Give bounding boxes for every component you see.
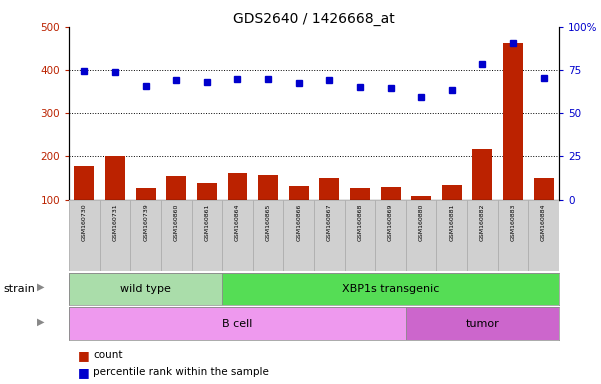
Text: GSM160884: GSM160884 — [541, 203, 546, 241]
Bar — [161, 200, 192, 271]
Bar — [197, 183, 217, 200]
Text: tumor: tumor — [466, 318, 499, 329]
Bar — [472, 149, 492, 200]
Text: GSM160882: GSM160882 — [480, 203, 485, 241]
Bar — [284, 200, 314, 271]
Text: GSM160864: GSM160864 — [235, 203, 240, 241]
Bar — [528, 200, 559, 271]
Text: GSM160865: GSM160865 — [266, 203, 270, 241]
Text: B cell: B cell — [222, 318, 252, 329]
Bar — [75, 166, 94, 200]
Bar — [467, 200, 498, 271]
Text: GSM160883: GSM160883 — [510, 203, 516, 241]
Bar — [442, 185, 462, 200]
Bar — [288, 186, 309, 200]
Text: strain: strain — [3, 284, 35, 294]
Bar — [100, 200, 130, 271]
Bar — [69, 200, 100, 271]
Bar — [253, 200, 284, 271]
Bar — [130, 200, 161, 271]
Text: GSM160869: GSM160869 — [388, 203, 393, 241]
Text: count: count — [93, 350, 123, 360]
Text: GSM160867: GSM160867 — [327, 203, 332, 241]
Bar — [344, 200, 375, 271]
Text: percentile rank within the sample: percentile rank within the sample — [93, 367, 269, 377]
Bar — [228, 173, 248, 200]
Bar — [406, 307, 559, 340]
Text: GSM160861: GSM160861 — [204, 203, 209, 241]
Bar — [411, 196, 431, 200]
Bar — [375, 200, 406, 271]
Bar — [222, 273, 559, 305]
Bar — [498, 200, 528, 271]
Bar — [436, 200, 467, 271]
Bar — [69, 273, 222, 305]
Bar — [319, 178, 340, 200]
Text: ▶: ▶ — [37, 316, 44, 327]
Bar — [166, 176, 186, 200]
Bar — [406, 200, 436, 271]
Text: GSM160860: GSM160860 — [174, 203, 178, 241]
Bar — [136, 188, 156, 200]
Bar — [380, 187, 400, 200]
Bar — [105, 157, 125, 200]
Text: ▶: ▶ — [37, 282, 44, 292]
Bar — [503, 43, 523, 200]
Text: GSM160880: GSM160880 — [419, 203, 424, 241]
Bar — [534, 178, 554, 200]
Text: GSM160881: GSM160881 — [450, 203, 454, 241]
Text: ■: ■ — [78, 349, 90, 362]
Text: GSM160731: GSM160731 — [112, 203, 118, 241]
Bar — [222, 200, 253, 271]
Text: GSM160739: GSM160739 — [143, 203, 148, 241]
Text: wild type: wild type — [120, 284, 171, 294]
Text: GSM160866: GSM160866 — [296, 203, 301, 241]
Text: GSM160730: GSM160730 — [82, 203, 87, 241]
Text: GDS2640 / 1426668_at: GDS2640 / 1426668_at — [233, 12, 395, 25]
Text: XBP1s transgenic: XBP1s transgenic — [342, 284, 439, 294]
Bar — [192, 200, 222, 271]
Text: GSM160868: GSM160868 — [358, 203, 362, 241]
Bar — [314, 200, 344, 271]
Bar — [350, 188, 370, 200]
Bar — [258, 175, 278, 200]
Bar — [69, 307, 406, 340]
Text: ■: ■ — [78, 366, 90, 379]
